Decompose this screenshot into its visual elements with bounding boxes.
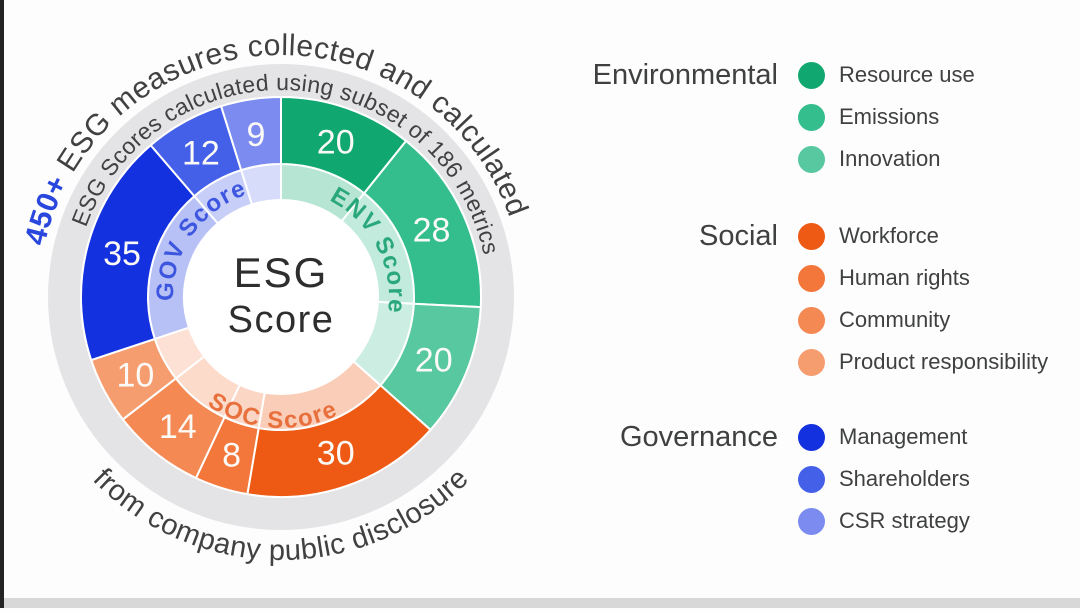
legend-item-emissions: Emissions — [798, 96, 975, 138]
left-edge-bar — [0, 0, 4, 608]
legend-group-environmental: Environmental Resource use Emissions Innova… — [560, 54, 1076, 180]
legend-group-governance: Governance Management Shareholders CSR stra… — [560, 416, 1076, 542]
legend-color-dot-human-rights — [798, 264, 825, 292]
center-title-esg: ESG — [234, 249, 329, 296]
segment-value-community: 14 — [159, 408, 197, 446]
legend-label: Human rights — [839, 265, 970, 290]
legend-color-dot-management — [798, 423, 825, 451]
legend-label: Workforce — [839, 223, 939, 248]
legend-color-dot-product-responsibility — [798, 348, 825, 376]
donut-segment-csr-strategy — [219, 95, 282, 172]
legend-item-innovation: Innovation — [798, 138, 975, 180]
legend-label: Shareholders — [839, 466, 970, 491]
legend-item-shareholders: Shareholders — [798, 458, 970, 500]
legend-color-dot-shareholders — [798, 465, 825, 493]
segment-value-human-rights: 8 — [222, 436, 241, 474]
legend-label: Community — [839, 307, 951, 332]
legend-item-human-rights: Human rights — [798, 257, 1048, 299]
esg-donut-chart: 20 28 20 30 8 14 10 35 12 9 450+ESG measures colle… — [19, 29, 534, 567]
segment-value-management: 35 — [103, 235, 141, 273]
legend-item-workforce: Workforce — [798, 215, 1048, 257]
legend-group-title-social: Social — [699, 220, 778, 252]
legend-item-csr-strategy: CSR strategy — [798, 500, 970, 542]
donut-hole — [184, 200, 378, 394]
legend-label: Innovation — [839, 146, 941, 171]
segment-value-csr-strategy: 9 — [247, 116, 266, 154]
legend-color-dot-emissions — [798, 103, 825, 131]
legend-label: Resource use — [839, 62, 975, 87]
legend-group-title-governance: Governance — [620, 421, 778, 453]
legend-item-resource-use: Resource use — [798, 54, 975, 96]
segment-value-emissions: 28 — [413, 211, 451, 249]
legend-color-dot-resource-use — [798, 61, 825, 89]
legend-items: Management Shareholders CSR strategy — [798, 416, 970, 542]
legend-label: Management — [839, 424, 968, 449]
legend-label: CSR strategy — [839, 508, 970, 533]
legend-items: Workforce Human rights Community Product re… — [798, 215, 1048, 383]
segment-value-product-responsibility: 10 — [116, 357, 154, 395]
legend-item-community: Community — [798, 299, 1048, 341]
segment-value-resource-use: 20 — [317, 123, 355, 161]
segment-value-workforce: 30 — [317, 435, 355, 473]
legend-item-management: Management — [798, 416, 970, 458]
legend-label: Product responsibility — [839, 349, 1049, 374]
legend-items: Resource use Emissions Innovation — [798, 54, 975, 180]
bottom-bar — [0, 598, 1080, 608]
legend-group-social: Social Workforce Human rights Community Prod… — [560, 215, 1076, 383]
legend-group-title-environmental: Environmental — [592, 59, 778, 91]
segment-value-shareholders: 12 — [182, 135, 220, 173]
legend-color-dot-workforce — [798, 222, 825, 250]
legend-color-dot-csr-strategy — [798, 507, 825, 535]
legend-color-dot-community — [798, 306, 825, 334]
segment-value-innovation: 20 — [415, 342, 453, 380]
center-title-score: Score — [228, 299, 335, 341]
legend-color-dot-innovation — [798, 145, 825, 173]
legend-item-product-responsibility: Product responsibility — [798, 341, 1048, 383]
legend-label: Emissions — [839, 104, 940, 129]
